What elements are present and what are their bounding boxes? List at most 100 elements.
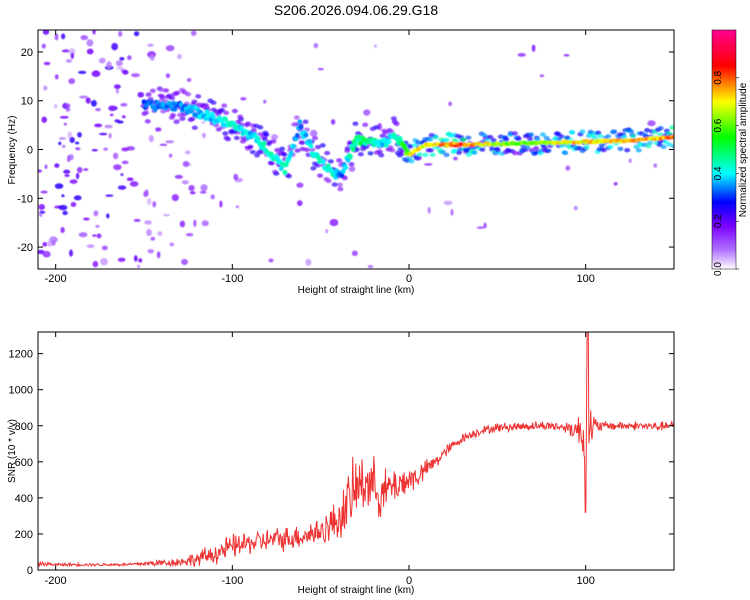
spectrogram-ridge-cell <box>340 168 346 174</box>
spectrogram-ridge-cell <box>288 150 294 156</box>
spectrogram-halo-cell <box>210 100 217 105</box>
snr-y-tick-label: 800 <box>15 421 33 433</box>
spectrogram-halo-cell <box>393 121 400 127</box>
spectrogram-halo-cell <box>331 182 338 187</box>
snr-x-tick-label: 100 <box>576 575 594 587</box>
spectrogram-noise-cell <box>121 115 126 119</box>
spectrogram-noise-cell <box>179 220 186 228</box>
spectrogram-noise-cell <box>90 100 97 107</box>
spectrogram-y-tick-label: -20 <box>17 242 33 254</box>
spectrogram-ridge-cell <box>244 129 250 136</box>
spectrogram-halo-cell <box>325 178 332 184</box>
spectrogram-noise-cell <box>69 136 75 144</box>
spectrogram-noise-cell <box>121 147 129 152</box>
spectrogram-halo-cell <box>533 146 540 151</box>
spectrogram-noise-cell <box>476 226 485 230</box>
spectrogram-noise-cell <box>63 169 71 174</box>
snr-y-tick-label: 1000 <box>9 385 33 397</box>
spectrogram-halo-cell <box>344 146 351 151</box>
spectrogram-noise-cell <box>270 134 279 140</box>
spectrogram-halo-cell <box>143 110 150 115</box>
spectrogram-noise-cell <box>159 143 168 147</box>
spectrogram-noise-cell <box>69 249 74 257</box>
spectrogram-noise-cell <box>40 210 46 214</box>
spectrogram-halo-cell <box>432 134 439 140</box>
spectrogram-halo-cell <box>179 116 186 121</box>
colorbar: 0.0 0.2 0.4 0.6 0.8 Normalized spectral ampl… <box>711 29 749 276</box>
spectrogram-noise-cell <box>92 30 96 35</box>
spectrogram-halo-cell <box>408 158 415 164</box>
snr-panel: -200 -100 0 100 0 200 400 600 800 1000 1200 Heigh… <box>7 331 675 596</box>
spectrogram-noise-cell <box>41 43 46 49</box>
spectrogram-noise-cell <box>109 113 114 117</box>
spectrogram-noise-cell <box>305 258 312 266</box>
spectrogram-halo-cell <box>494 147 501 153</box>
spectrogram-halo-cell <box>579 129 586 134</box>
spectrogram-x-tick-label: 100 <box>576 273 594 285</box>
spectrogram-halo-cell <box>219 107 226 113</box>
spectrogram-halo-cell <box>311 135 318 141</box>
spectrogram-noise-cell <box>65 103 71 108</box>
snr-y-ticks: 0 200 400 600 800 1000 1200 <box>9 349 674 577</box>
spectrogram-halo-cell <box>363 144 370 150</box>
spectrogram-noise-cell <box>126 177 134 182</box>
spectrogram-halo-cell <box>191 99 198 104</box>
spectrogram-noise-cell <box>200 184 208 192</box>
spectrogram-ridge-cell <box>320 159 326 165</box>
spectrogram-noise-cell <box>189 191 196 195</box>
spectrogram-noise-cell <box>108 132 112 139</box>
spectrogram-noise-cell <box>367 265 374 269</box>
spectrogram-ridge-cell <box>402 145 408 151</box>
spectrogram-halo-cell <box>299 140 306 145</box>
spectrogram-halo-cell <box>515 136 522 142</box>
spectrogram-halo-cell <box>389 147 396 153</box>
snr-series-line <box>38 332 674 568</box>
spectrogram-noise-cell <box>62 210 68 216</box>
spectrogram-halo-cell <box>263 132 270 137</box>
spectrogram-noise-cell <box>91 70 101 77</box>
spectrogram-halo-cell <box>357 151 364 157</box>
spectrogram-halo-cell <box>293 115 300 120</box>
spectrogram-halo-cell <box>460 137 467 142</box>
spectrogram-halo-cell <box>270 139 277 144</box>
spectrogram-x-ticks: -200 -100 0 100 <box>45 30 595 285</box>
spectrogram-halo-cell <box>660 144 667 150</box>
spectrogram-halo-cell <box>336 182 343 188</box>
spectrogram-noise-cell <box>83 168 89 171</box>
spectrogram-halo-cell <box>429 152 436 158</box>
spectrogram-noise-cell <box>60 226 65 234</box>
spectrogram-noise-cell <box>182 161 190 168</box>
spectrogram-noise-cell <box>77 132 82 138</box>
spectrogram-halo-cell <box>337 186 344 192</box>
spectrogram-halo-cell <box>610 129 617 134</box>
spectrogram-noise-cell <box>59 115 69 119</box>
spectrogram-halo-cell <box>195 94 202 99</box>
spectrogram-ridge-cell <box>343 164 348 171</box>
spectrogram-noise-cell <box>93 210 99 217</box>
spectrogram-halo-cell <box>281 152 288 157</box>
spectrogram-noise-cell <box>483 222 487 229</box>
spectrogram-noise-cell <box>144 220 152 225</box>
snr-x-label: Height of straight line (km) <box>298 585 415 596</box>
spectrogram-halo-cell <box>378 153 385 158</box>
spectrogram-noise-cell <box>103 147 109 151</box>
spectrogram-noise-cell <box>165 73 171 79</box>
spectrogram-halo-cell <box>231 108 238 114</box>
spectrogram-y-tick-label: 0 <box>27 145 33 157</box>
spectrogram-noise-cell <box>201 121 206 124</box>
spectrogram-halo-cell <box>427 137 434 142</box>
spectrogram-noise-cell <box>75 172 80 180</box>
spectrogram-noise-cell <box>95 224 100 228</box>
spectrogram-noise-cell <box>443 200 453 206</box>
spectrogram-noise-cell <box>149 54 155 61</box>
spectrogram-halo-cell <box>376 149 383 154</box>
spectrogram-y-tick-label: 20 <box>21 47 33 59</box>
spectrogram-noise-cell <box>42 30 50 35</box>
spectrogram-halo-cell <box>362 122 369 127</box>
spectrogram-noise-cell <box>539 74 545 78</box>
spectrogram-noise-cell <box>91 148 98 152</box>
spectrogram-noise-cell <box>235 205 240 209</box>
spectrogram-halo-cell <box>471 150 478 155</box>
